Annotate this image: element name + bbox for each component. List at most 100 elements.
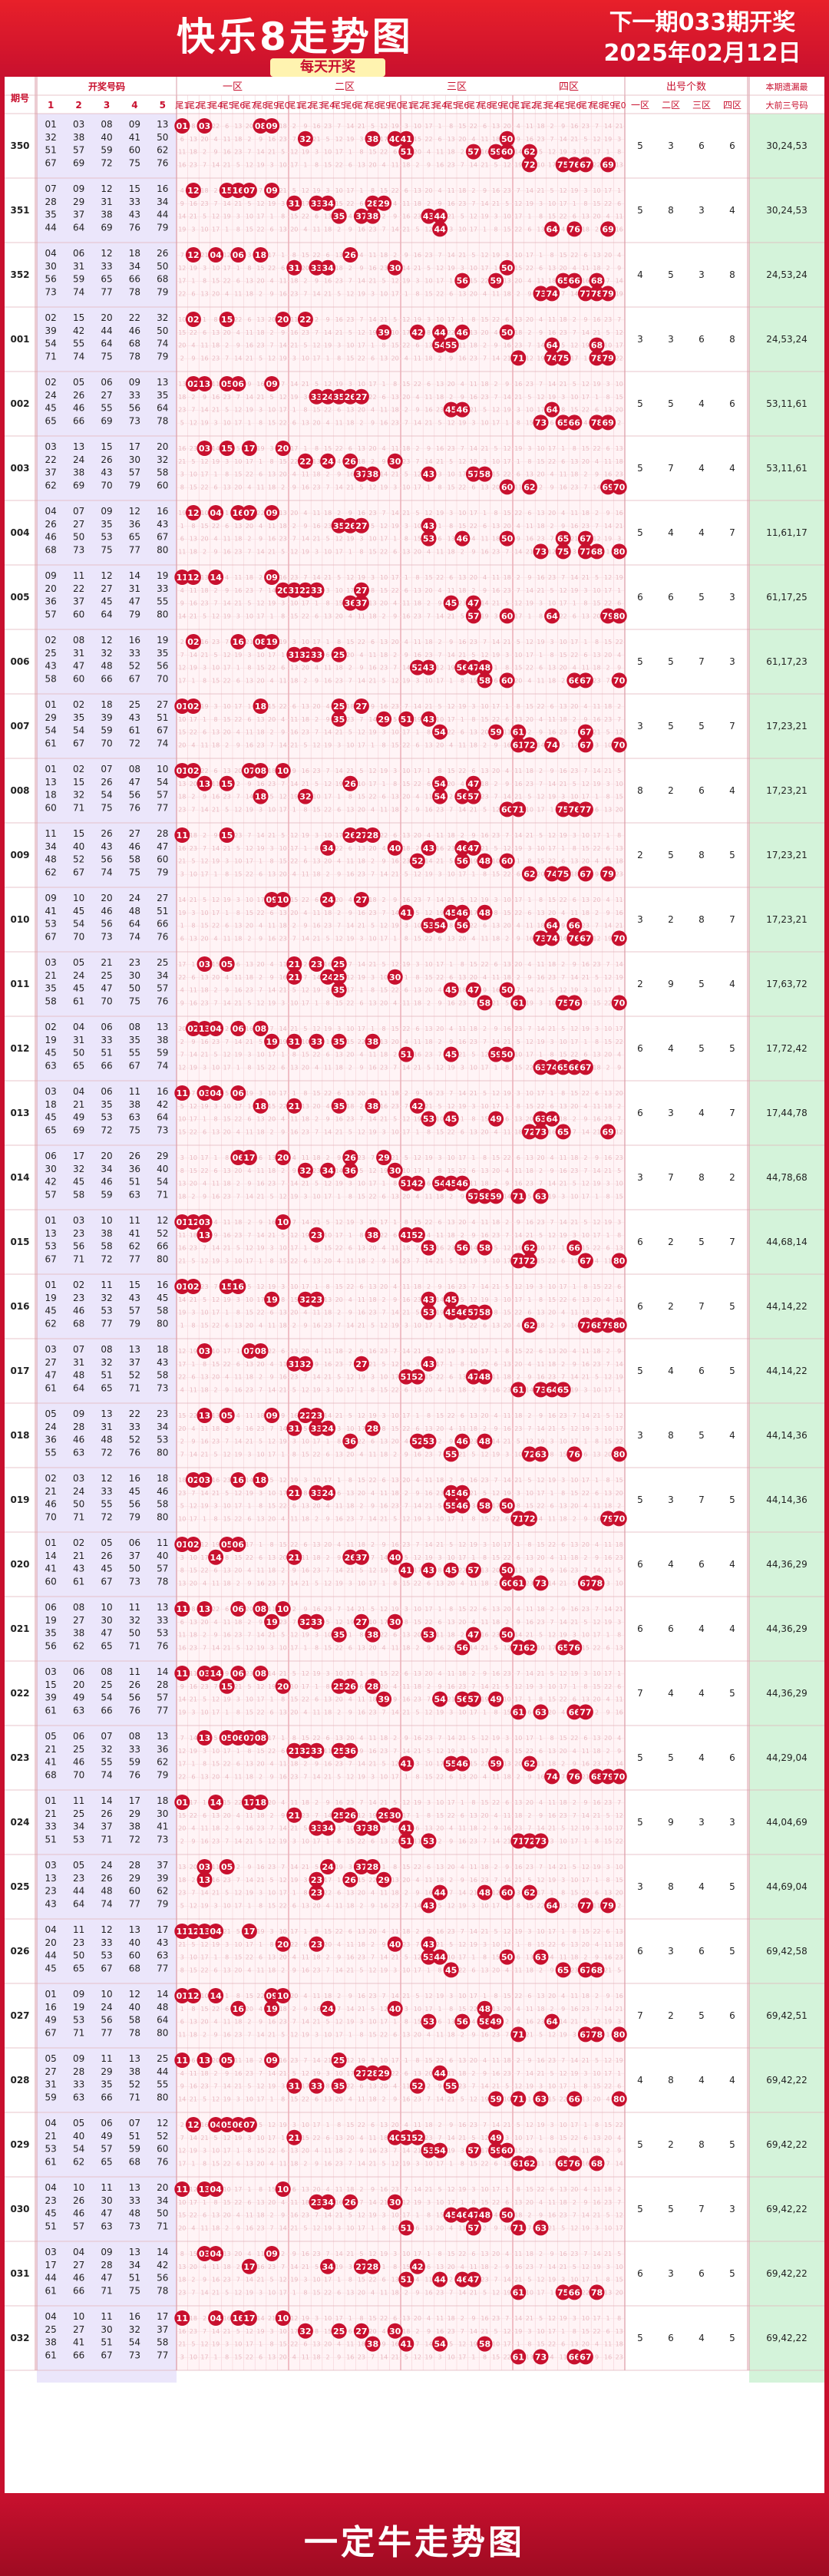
draw-number: 78 xyxy=(157,415,168,426)
miss-count: 23 xyxy=(368,510,376,517)
miss-count: 11 xyxy=(560,1154,567,1161)
miss-count: 1 xyxy=(527,613,531,619)
miss-count: 19 xyxy=(448,265,455,272)
miss-count: 11 xyxy=(212,781,220,788)
miss-count: 9 xyxy=(494,1425,498,1432)
miss-count: 4 xyxy=(270,961,274,968)
miss-count: 6 xyxy=(326,252,330,259)
miss-count: 23 xyxy=(302,329,309,336)
miss-count: 1 xyxy=(471,870,475,877)
miss-count: 17 xyxy=(200,1154,208,1161)
miss-count: 5 xyxy=(225,806,229,813)
miss-count: 1 xyxy=(315,1283,319,1290)
miss-count: 4 xyxy=(595,858,599,865)
miss-count: 8 xyxy=(303,1490,307,1497)
miss-count: 12 xyxy=(312,741,320,748)
miss-count: 22 xyxy=(582,1090,590,1097)
miss-count: 1 xyxy=(573,600,576,607)
miss-count: 19 xyxy=(279,639,287,646)
zone-count: 4 xyxy=(668,527,674,538)
miss-count: 12 xyxy=(200,458,208,465)
miss-count: 8 xyxy=(471,1116,475,1123)
miss-count: 5 xyxy=(494,445,498,452)
miss-count: 4 xyxy=(539,316,543,323)
miss-count: 7 xyxy=(371,1154,375,1161)
miss-count: 7 xyxy=(247,1632,251,1639)
miss-count: 12 xyxy=(593,935,600,942)
miss-count: 11 xyxy=(548,716,556,723)
miss-count: 23 xyxy=(268,1181,276,1187)
draw-number: 59 xyxy=(101,725,112,736)
miss-count: 3 xyxy=(393,484,397,490)
miss-count: 6 xyxy=(303,1541,307,1548)
miss-count: 7 xyxy=(461,445,464,452)
draw-number: 55 xyxy=(101,403,112,414)
draw-number: 54 xyxy=(101,790,112,801)
draw-number: 27 xyxy=(101,390,112,401)
miss-count: 7 xyxy=(561,974,565,981)
drawn-ball-label: 47 xyxy=(467,1630,479,1640)
miss-count: 18 xyxy=(324,910,332,916)
miss-count: 13 xyxy=(246,1361,253,1368)
miss-count: 5 xyxy=(438,1103,442,1110)
miss-count: 11 xyxy=(256,484,264,490)
miss-count: 3 xyxy=(337,1425,341,1432)
draw-number: 77 xyxy=(157,1705,168,1716)
draw-number: 20 xyxy=(45,583,57,594)
miss-count: 18 xyxy=(402,1245,410,1252)
miss-count: 6 xyxy=(527,1309,531,1316)
miss-count: 14 xyxy=(256,548,264,555)
draw-number: 46 xyxy=(45,1499,57,1510)
miss-count: 11 xyxy=(504,1128,511,1135)
miss-count: 20 xyxy=(424,987,432,994)
miss-count: 16 xyxy=(582,1361,590,1368)
drawn-ball-label: 04 xyxy=(210,508,222,518)
miss-count: 12 xyxy=(481,652,488,659)
period-number: 009 xyxy=(10,850,29,860)
miss-count: 5 xyxy=(326,136,330,143)
miss-count: 19 xyxy=(312,1386,320,1393)
miss-count: 15 xyxy=(279,1257,287,1264)
miss-count: 16 xyxy=(492,587,500,594)
miss-count: 10 xyxy=(391,729,399,736)
miss-count: 8 xyxy=(606,394,610,401)
miss-count: 2 xyxy=(405,407,408,414)
header-period: 期号 xyxy=(11,92,29,104)
miss-count: 5 xyxy=(438,1503,442,1510)
draw-number: 76 xyxy=(157,931,168,942)
miss-count: 21 xyxy=(268,832,276,839)
miss-count: 12 xyxy=(212,213,220,220)
miss-count: 3 xyxy=(259,806,263,813)
drawn-ball-label: 02 xyxy=(187,702,199,712)
miss-count: 1 xyxy=(438,1322,442,1329)
draw-number: 79 xyxy=(157,222,168,233)
draw-number: 53 xyxy=(101,1306,112,1316)
drawn-ball-label: 58 xyxy=(479,1308,490,1318)
miss-count: 18 xyxy=(178,1193,186,1200)
miss-count: 9 xyxy=(214,1632,218,1639)
miss-count: 12 xyxy=(368,484,376,490)
miss-count: 2 xyxy=(561,1361,565,1368)
miss-count: 17 xyxy=(593,149,600,156)
drawn-ball-label: 46 xyxy=(457,1488,469,1498)
miss-count: 10 xyxy=(424,677,432,684)
miss-count: 7 xyxy=(359,1116,363,1123)
miss-count: 23 xyxy=(346,1515,354,1522)
draw-number: 70 xyxy=(101,480,112,490)
draw-number: 33 xyxy=(101,261,112,272)
drawn-ball-label: 48 xyxy=(479,857,490,867)
miss-count: 15 xyxy=(178,729,186,736)
miss-count: 18 xyxy=(560,1116,567,1123)
miss-count: 4 xyxy=(337,1541,341,1548)
miss-count: 23 xyxy=(593,1361,600,1368)
miss-count: 16 xyxy=(312,123,320,130)
miss-count: 18 xyxy=(514,1412,522,1419)
miss-count: 16 xyxy=(178,1644,186,1651)
miss-count: 6 xyxy=(561,858,565,865)
miss-count: 22 xyxy=(190,1412,197,1419)
miss-count: 17 xyxy=(492,703,500,710)
miss-count: 8 xyxy=(337,1438,341,1445)
miss-count: 6 xyxy=(539,1348,543,1355)
zone-count: 5 xyxy=(668,269,674,280)
miss-count: 6 xyxy=(247,316,251,323)
